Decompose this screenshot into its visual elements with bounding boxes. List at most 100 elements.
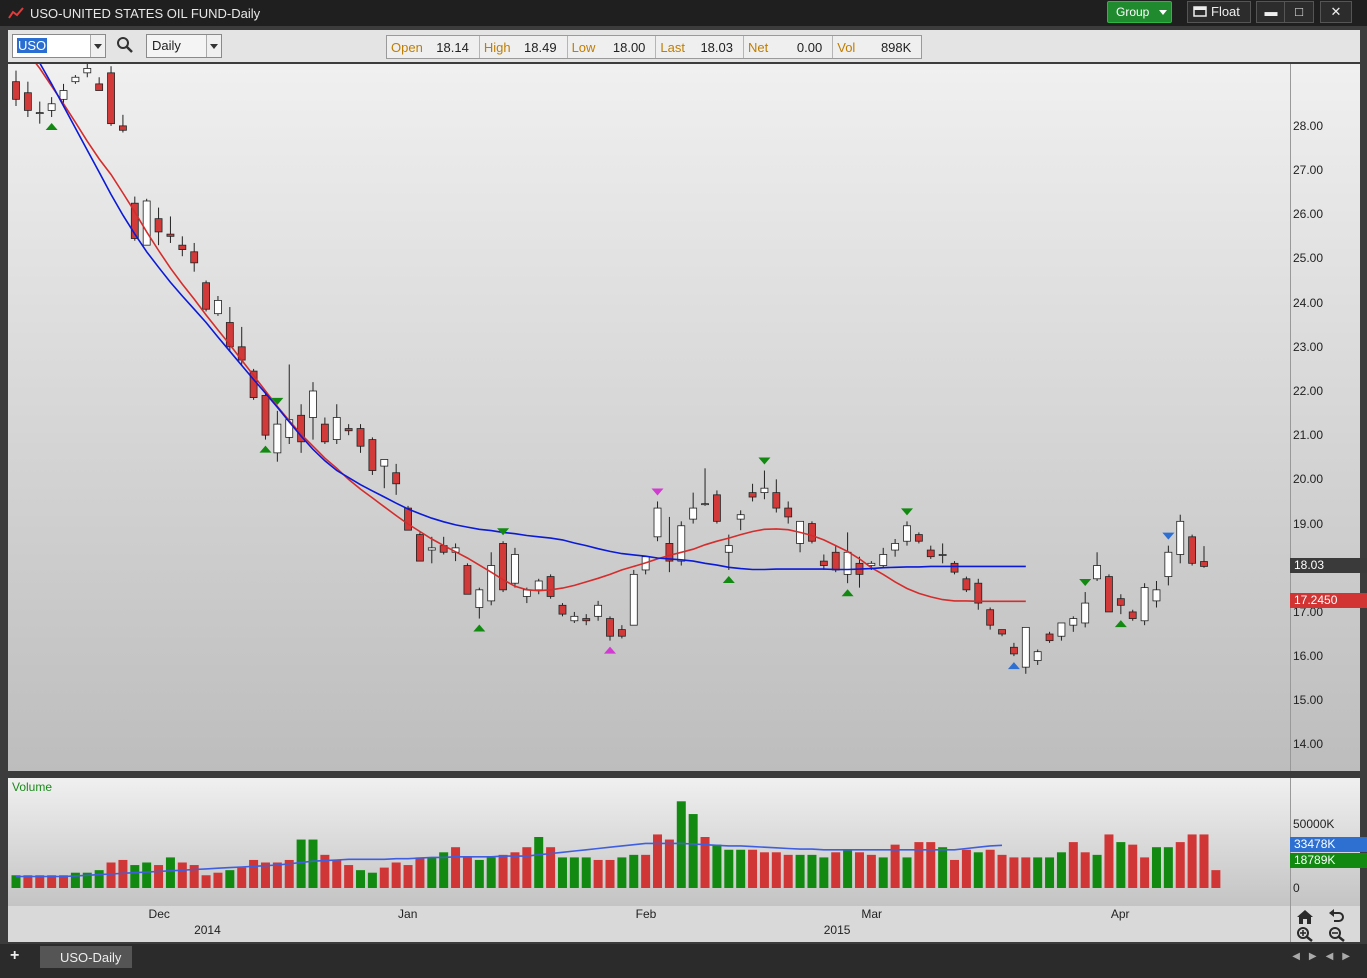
undo-icon[interactable] <box>1328 909 1346 925</box>
date-axis-divider <box>1290 906 1291 942</box>
volume-bar <box>950 859 960 888</box>
volume-bar <box>1104 834 1114 888</box>
candle-body <box>1021 626 1030 668</box>
volume-bar <box>1092 854 1102 888</box>
candle-body <box>356 428 365 447</box>
signal-down-marker <box>271 397 284 405</box>
price-chart-svg[interactable] <box>8 64 1290 771</box>
candle-body <box>309 390 317 418</box>
home-icon[interactable] <box>1296 909 1314 925</box>
candle-body <box>986 609 995 626</box>
volume-bar <box>1009 857 1019 888</box>
candle-body <box>178 244 187 250</box>
signal-down-marker <box>758 457 771 465</box>
period-dropdown-arrow[interactable] <box>206 35 221 57</box>
candle-body <box>522 589 531 597</box>
candle-body <box>843 551 852 575</box>
quote-high: High 18.49 <box>480 36 568 58</box>
ma-fast-line <box>35 64 1026 603</box>
price-tick-label: 21.00 <box>1293 428 1324 443</box>
zoom-in-icon[interactable] <box>1296 926 1314 942</box>
signal-up-marker <box>841 589 854 597</box>
candle-body <box>190 251 199 264</box>
volume-chart-svg[interactable] <box>8 778 1290 906</box>
minimize-button[interactable]: ▬ <box>1256 1 1286 23</box>
group-button-label: Group <box>1116 5 1150 19</box>
volume-bar <box>736 849 746 888</box>
price-tick-label: 19.00 <box>1293 516 1324 531</box>
candle-body <box>1200 561 1208 567</box>
candle-body <box>689 507 698 520</box>
price-tick-label: 24.00 <box>1293 295 1324 310</box>
tab-scroll-arrows[interactable]: ◀▶◀▶ <box>1292 951 1359 962</box>
volume-bar <box>308 839 318 888</box>
candle-body <box>1010 646 1018 655</box>
quote-label: Net <box>748 39 769 55</box>
restore-button[interactable]: □ <box>1284 1 1314 23</box>
candle-body <box>1116 598 1125 606</box>
volume-bar <box>1151 847 1161 888</box>
tab-uso-daily[interactable]: USO-Daily <box>40 946 132 968</box>
price-tick-label: 20.00 <box>1293 472 1324 487</box>
candle-body <box>582 618 591 622</box>
quote-label: Low <box>571 39 596 55</box>
signal-down-marker <box>1162 532 1175 540</box>
add-tab-button[interactable]: + <box>10 947 20 964</box>
candle-body <box>760 487 769 494</box>
volume-bar <box>914 842 924 888</box>
search-icon[interactable] <box>116 36 134 54</box>
candle-body <box>819 560 828 566</box>
candle-body <box>392 472 401 485</box>
candle-body <box>154 218 163 233</box>
volume-bar <box>569 857 579 888</box>
symbol-dropdown-arrow[interactable] <box>90 35 105 57</box>
volume-panel[interactable]: Volume 50000K 0 33478K 18789K <box>8 778 1367 906</box>
volume-bar <box>451 847 461 888</box>
volume-bar <box>415 857 425 888</box>
volume-bar <box>142 862 152 888</box>
volume-bar <box>1199 834 1209 888</box>
price-chart-panel[interactable]: 28.00 27.00 26.00 25.00 24.00 23.00 22.00 21.00… <box>8 64 1367 771</box>
signal-down-marker <box>651 488 664 496</box>
symbol-input[interactable]: USO <box>12 34 106 58</box>
volume-bar <box>581 857 591 888</box>
chart-app-icon <box>8 7 24 19</box>
float-window-icon <box>1193 6 1207 17</box>
candle-body <box>487 565 496 602</box>
close-button[interactable]: ✕ <box>1320 1 1352 23</box>
volume-bar <box>486 857 496 888</box>
candle-body <box>1105 576 1113 613</box>
candle-body <box>12 81 20 100</box>
candle-body <box>998 629 1006 635</box>
float-label: Float <box>1211 4 1240 19</box>
candle-body <box>784 507 793 518</box>
zoom-out-icon[interactable] <box>1328 926 1346 942</box>
quote-value: 18.49 <box>524 39 557 55</box>
volume-bar <box>938 847 948 888</box>
volume-bar <box>510 852 520 888</box>
volume-bar <box>653 834 663 888</box>
volume-bar <box>23 875 33 888</box>
volume-bar <box>344 865 354 888</box>
group-button[interactable]: Group <box>1107 1 1172 23</box>
month-label: Apr <box>1110 907 1130 921</box>
volume-bar <box>94 870 104 888</box>
price-tick-label: 25.00 <box>1293 251 1324 266</box>
candle-body <box>23 92 32 111</box>
volume-bar <box>961 849 971 888</box>
candle-body <box>1081 602 1090 624</box>
volume-bar <box>427 857 437 888</box>
volume-bar <box>260 862 270 888</box>
volume-bar <box>379 867 389 888</box>
volume-bar <box>165 857 175 888</box>
signal-up-marker <box>1007 662 1020 670</box>
candle-body <box>974 582 983 604</box>
float-button[interactable]: Float <box>1187 1 1251 23</box>
period-select[interactable]: Daily <box>146 34 222 58</box>
candle-body <box>368 439 377 471</box>
quote-value: 18.00 <box>612 39 646 55</box>
candle-body <box>831 551 840 571</box>
quote-value: 18.14 <box>436 39 469 55</box>
candle-body <box>736 514 745 520</box>
volume-bar <box>617 857 627 888</box>
